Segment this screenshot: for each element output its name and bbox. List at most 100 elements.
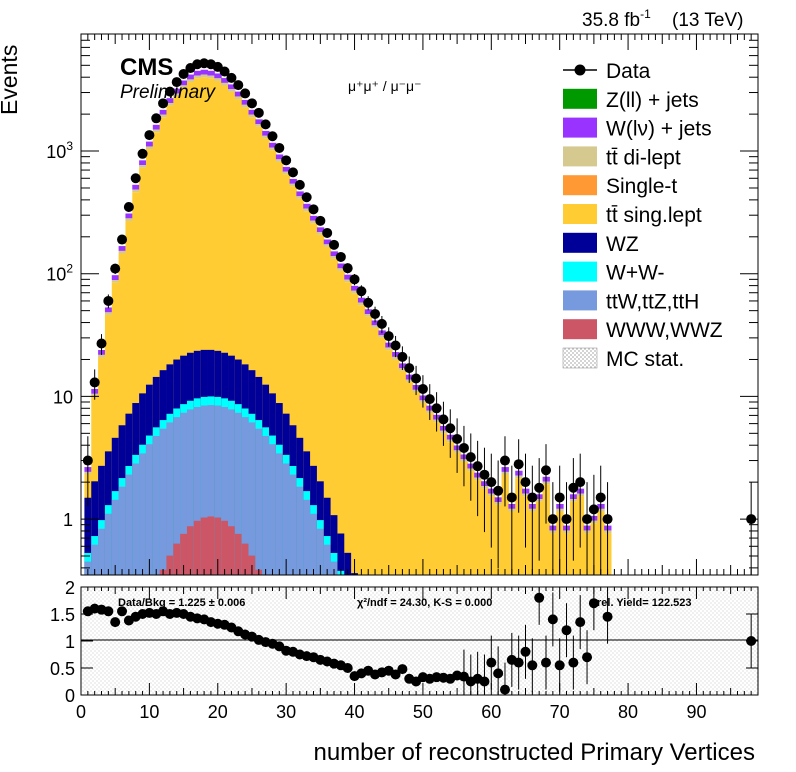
data-point (397, 351, 408, 362)
data-point (267, 131, 278, 142)
stack-bin-ttsinglep (173, 96, 181, 575)
ratio-point (582, 652, 593, 663)
legend-swatch (563, 117, 597, 138)
stack-bin-ttsinglep (241, 107, 250, 575)
stack-bin-ttv (221, 406, 229, 575)
stack-bin-wjets (241, 99, 250, 105)
data-point (253, 107, 264, 118)
stack-bin-ttsinglep (392, 359, 400, 575)
stack-bin-ttsinglep (186, 82, 195, 575)
x-tick-label: 90 (686, 702, 706, 722)
stack-bin-ttv (241, 417, 250, 575)
stack-bin-ttdilep (337, 268, 345, 271)
stack-bin-wjets (118, 246, 126, 251)
stack-bin-ttsinglep (419, 402, 427, 575)
stack-bin-ttdilep (282, 171, 291, 175)
stack-bin-ttdilep (221, 82, 229, 86)
stack-bin-ttsinglep (255, 126, 263, 576)
upper-axes: 1 10 102 103 (46, 33, 759, 575)
stack-bin-ttv (234, 412, 243, 575)
stack-bin-www (173, 543, 181, 575)
data-point (506, 492, 517, 503)
stack-bin-ttdilep (173, 93, 181, 97)
ratio-point (110, 617, 121, 628)
x-tick-label: 50 (413, 702, 433, 722)
stack-bin-ttsinglep (542, 484, 550, 575)
y-tick-label: 10 (53, 387, 73, 407)
stack-bin-ttdilep (248, 114, 256, 118)
legend-label: W(lν) + jets (606, 118, 712, 141)
ratio-y-tick-label: 0.5 (50, 659, 75, 679)
data-point (513, 459, 524, 470)
stack-bin-ttdilep (180, 85, 188, 88)
data-point (130, 173, 141, 184)
stack-bin-www (186, 526, 195, 575)
stack-bin-ttdilep (351, 290, 359, 294)
stack-bin-ttv (330, 561, 338, 575)
legend-label: Z(ll) + jets (606, 89, 699, 112)
data-point (376, 318, 387, 329)
data-point (96, 338, 107, 349)
stack-bin-www (241, 543, 250, 575)
stack-bin-wz (84, 497, 92, 575)
stack-bin-ttdilep (378, 335, 386, 338)
stack-bin-ttv (200, 405, 209, 575)
stack-bin-ttdilep (139, 165, 147, 168)
stack-bin-wjets (145, 141, 154, 147)
ratio-point (103, 606, 114, 617)
stack-bin-ttsinglep (228, 91, 236, 575)
stack-bin-wjets (200, 69, 209, 75)
stack-bin-ttsinglep (501, 474, 509, 575)
legend-label: W+W- (606, 262, 665, 285)
stack-bin-ttsinglep (139, 167, 147, 575)
stack-bin-ttsinglep (234, 99, 243, 576)
stack-bin-ttsinglep (111, 282, 120, 575)
stack-bin-ttv (207, 405, 215, 575)
legend-swatch (563, 232, 597, 253)
stack-bin-ttv (262, 435, 270, 575)
x-axis-title: number of reconstructed Primary Vertices (313, 739, 755, 766)
stack-bin-ttv (323, 544, 332, 575)
legend-entry: ttW,ttZ,ttH (563, 290, 699, 313)
stack-bin-ttdilep (200, 74, 209, 78)
data-point (479, 469, 490, 480)
ratio-y-tick-label: 1 (65, 632, 75, 652)
stack-bin-ttsinglep (323, 246, 332, 576)
stack-bin-ttv (186, 409, 195, 575)
data-point (588, 504, 599, 515)
legend-label: tt̄ sing.lept (606, 204, 702, 227)
data-point (520, 477, 531, 488)
stack-bin-wjets (248, 109, 256, 115)
stack-bin-wjets (180, 80, 188, 86)
stack-bin-ttv (228, 409, 236, 575)
stack-bin-wjets (104, 307, 113, 313)
ratio-point (602, 611, 613, 622)
legend-label: tt̄ di-lept (606, 146, 681, 169)
legend-swatch (563, 204, 597, 224)
stack-bin-ttdilep (344, 279, 352, 283)
data-point (164, 86, 175, 97)
stack-bin-ttdilep (392, 356, 400, 360)
stack-bin-ttsinglep (262, 138, 270, 575)
legend-swatch (562, 347, 598, 369)
stack-bin-ttdilep (207, 75, 215, 79)
stack-bin-ttsinglep (385, 350, 393, 575)
stack-bin-ttsinglep (344, 282, 352, 575)
y-tick-label: 1 (63, 510, 73, 530)
ratio-point (397, 664, 408, 675)
rel-yield-summary: rel. Yield= 122.523 (597, 597, 692, 609)
data-point (390, 340, 401, 351)
stack-bin-ttdilep (255, 124, 263, 127)
stack-bin-ttsinglep (515, 478, 523, 575)
data-point (465, 452, 476, 463)
legend-swatch (563, 175, 597, 196)
stack-bin-ttsinglep (193, 78, 202, 575)
stack-bin-ttsinglep (159, 117, 167, 575)
data-point (499, 455, 510, 466)
stack-bin-ttdilep (234, 96, 243, 100)
stack-bin-wjets (207, 70, 215, 76)
stack-bin-ttv (282, 463, 291, 575)
data-point (602, 514, 613, 525)
stack-bin-ttsinglep (200, 77, 209, 575)
stack-bin-wjets (255, 119, 263, 125)
